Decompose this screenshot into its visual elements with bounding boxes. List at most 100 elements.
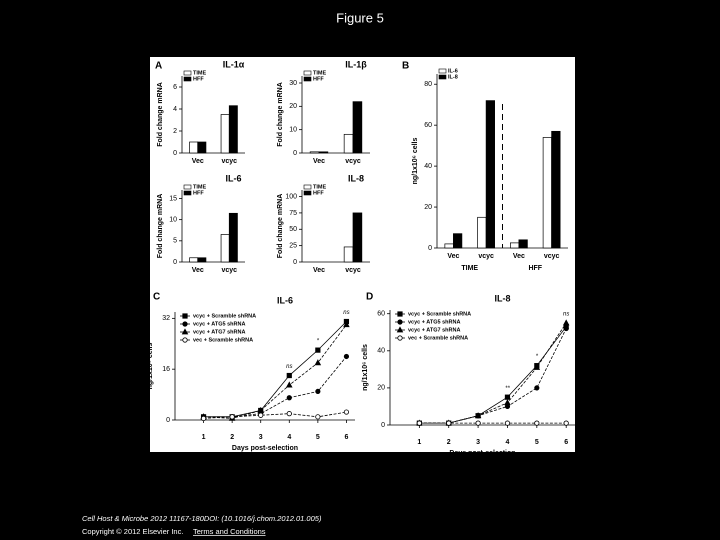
copyright: Copyright © 2012 Elsevier Inc. bbox=[82, 527, 183, 536]
legend-label: vcyc + Scramble shRNA bbox=[408, 311, 471, 317]
terms-link[interactable]: Terms and Conditions bbox=[193, 527, 266, 536]
x-tick-label: 3 bbox=[259, 434, 263, 441]
annotation: * bbox=[536, 354, 539, 360]
legend-swatch bbox=[183, 70, 192, 76]
bar bbox=[485, 100, 495, 249]
y-tick-label: 10 bbox=[289, 127, 297, 134]
chart-title: IL-6 bbox=[277, 295, 293, 305]
x-tick-label: vcyc bbox=[221, 158, 237, 165]
y-tick-label: 2 bbox=[173, 128, 177, 135]
legend-swatch bbox=[183, 76, 192, 82]
marker bbox=[563, 420, 569, 426]
chart-title: IL-8 bbox=[348, 173, 364, 183]
legend-label: TIME bbox=[313, 184, 326, 190]
panel-label: C bbox=[153, 292, 160, 303]
marker bbox=[563, 325, 569, 332]
marker bbox=[343, 409, 350, 415]
x-tick-label: Vec bbox=[313, 158, 325, 165]
x-tick-label: 3 bbox=[476, 439, 480, 446]
marker bbox=[257, 406, 264, 413]
chart-title: IL-8 bbox=[494, 293, 510, 303]
legend-label: vcyc + Scramble shRNA bbox=[193, 313, 256, 319]
annotation: * bbox=[317, 339, 320, 345]
bar bbox=[220, 234, 230, 263]
y-tick-label: 20 bbox=[424, 204, 432, 211]
marker bbox=[286, 411, 292, 417]
marker bbox=[200, 415, 207, 422]
chart-title: IL-6 bbox=[225, 173, 241, 183]
marker bbox=[315, 388, 321, 395]
marker bbox=[343, 353, 350, 360]
y-tick-label: 0 bbox=[173, 259, 177, 266]
marker bbox=[229, 414, 235, 420]
bar bbox=[551, 130, 561, 249]
y-tick-label: 50 bbox=[289, 226, 297, 233]
y-tick-label: 80 bbox=[424, 81, 432, 88]
marker bbox=[286, 395, 292, 401]
marker bbox=[182, 321, 188, 327]
x-axis-label: Days post-selection bbox=[449, 450, 515, 457]
legend-label: HFF bbox=[193, 190, 204, 196]
marker bbox=[397, 319, 403, 325]
legend-label: HFF bbox=[193, 76, 204, 82]
legend-swatch bbox=[303, 76, 312, 82]
y-tick-label: 0 bbox=[293, 259, 297, 266]
bar bbox=[352, 101, 363, 154]
legend-label: TIME bbox=[313, 70, 326, 76]
x-tick-label: vcyc bbox=[345, 158, 361, 165]
marker bbox=[397, 311, 403, 317]
panel-label: B bbox=[402, 61, 409, 72]
marker bbox=[475, 420, 481, 426]
panel-label: A bbox=[155, 61, 162, 72]
citation: Cell Host & Microbe 2012 11167-180DOI: (… bbox=[82, 514, 322, 523]
legend-swatch bbox=[303, 184, 312, 190]
y-tick-label: 0 bbox=[381, 422, 385, 429]
marker bbox=[396, 326, 404, 333]
legend-label: vcyc + ATG5 shRNA bbox=[193, 321, 245, 327]
legend-swatch bbox=[438, 68, 447, 74]
x-tick-label: vcyc bbox=[544, 253, 560, 260]
marker bbox=[315, 347, 321, 353]
marker bbox=[504, 420, 511, 426]
marker bbox=[562, 319, 570, 326]
y-tick-label: 100 bbox=[285, 193, 297, 200]
y-tick-label: 5 bbox=[173, 238, 177, 245]
legend-label: IL-6 bbox=[448, 68, 458, 74]
y-tick-label: 20 bbox=[289, 103, 297, 110]
group-label: TIME bbox=[461, 265, 478, 272]
y-axis-label: ng/1x10⁶ cells bbox=[362, 344, 369, 391]
marker bbox=[397, 335, 403, 341]
y-axis-label: Fold change mRNA bbox=[277, 82, 284, 147]
legend-label: vec + Scramble shRNA bbox=[193, 337, 253, 343]
x-tick-label: Vec bbox=[192, 158, 204, 165]
legend-label: TIME bbox=[193, 70, 206, 76]
x-tick-label: 4 bbox=[287, 434, 291, 441]
x-tick-label: 5 bbox=[535, 439, 539, 446]
x-tick-label: 1 bbox=[417, 439, 421, 446]
bar bbox=[542, 137, 552, 249]
chart-title: IL-1α bbox=[223, 59, 245, 69]
marker bbox=[315, 414, 321, 420]
legend-label: TIME bbox=[193, 184, 206, 190]
y-tick-label: 40 bbox=[424, 163, 432, 170]
bar bbox=[318, 151, 329, 154]
bar bbox=[189, 257, 199, 263]
x-tick-label: vcyc bbox=[221, 267, 237, 274]
marker bbox=[416, 420, 422, 426]
y-tick-label: 32 bbox=[162, 315, 170, 322]
y-tick-label: 0 bbox=[428, 245, 432, 252]
y-tick-label: 15 bbox=[169, 195, 177, 202]
x-tick-label: 5 bbox=[316, 434, 320, 441]
marker bbox=[504, 394, 511, 400]
x-tick-label: 4 bbox=[506, 439, 510, 446]
bar bbox=[477, 216, 487, 249]
marker bbox=[343, 321, 350, 328]
marker bbox=[534, 385, 540, 391]
legend-swatch bbox=[303, 190, 312, 196]
legend-swatch bbox=[183, 184, 192, 190]
bar bbox=[343, 133, 354, 154]
marker bbox=[446, 420, 452, 426]
y-axis-label: ng/1x10⁶ cells bbox=[147, 342, 154, 389]
